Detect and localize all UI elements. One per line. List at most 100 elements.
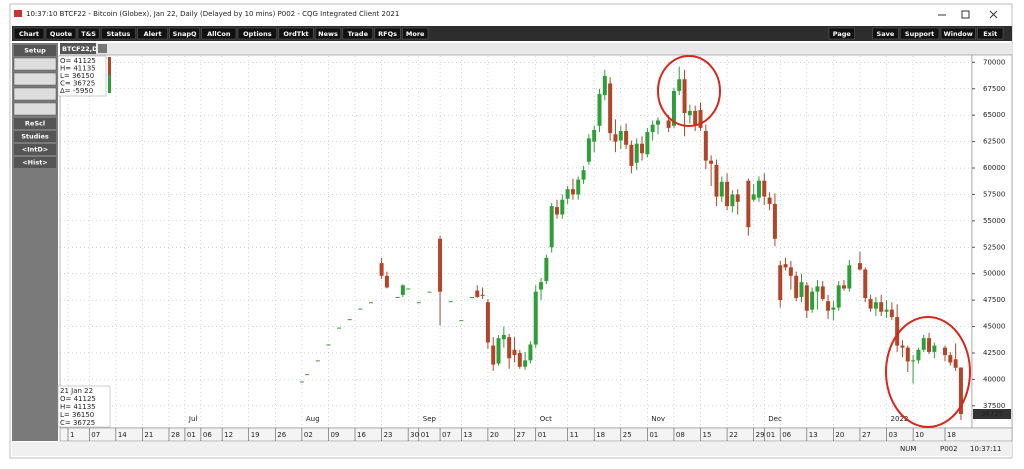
button-face (872, 27, 899, 40)
candle-body (703, 131, 708, 161)
toolbar-button[interactable]: Save (872, 27, 899, 40)
x-tick-label: 13 (809, 431, 818, 439)
side-button[interactable] (14, 118, 56, 129)
toolbar-button[interactable]: News (314, 27, 342, 40)
side-icon-button[interactable] (13, 102, 57, 116)
toolbar-button[interactable]: Support (899, 27, 940, 40)
candle-body (778, 265, 783, 301)
candle-body (512, 349, 517, 356)
app-icon (14, 10, 22, 17)
button-label: Quote (50, 30, 73, 38)
button-label: Chart (19, 30, 39, 38)
toolbar-button[interactable]: Exit (977, 27, 1004, 40)
button-label: News (318, 30, 338, 38)
button-face (137, 27, 168, 40)
x-tick-label: 06 (782, 431, 791, 439)
x-tick-label: 20 (835, 431, 844, 439)
month-label: 2022 (891, 415, 909, 423)
month-label: Nov (651, 415, 665, 423)
x-tick-label: 01 (187, 431, 196, 439)
toolbar-button[interactable]: T&S (77, 27, 100, 40)
y-tick-label: 70000 (983, 58, 1005, 66)
toolbar-button[interactable]: Window (940, 27, 976, 40)
candle-body (905, 347, 910, 362)
month-label: Dec (768, 415, 782, 423)
toolbar-button[interactable]: OrdTkt (278, 27, 314, 40)
toolbar-button[interactable]: Alert (137, 27, 168, 40)
toolbar-button[interactable]: Page (828, 27, 855, 40)
status-bar (12, 442, 1012, 456)
x-tick-label: 09 (330, 431, 339, 439)
side-button[interactable] (14, 131, 56, 142)
toolbar-button[interactable]: Trade (342, 27, 374, 40)
candle-body (948, 355, 953, 363)
side-button[interactable] (14, 144, 56, 155)
toolbar-button[interactable]: Chart (13, 27, 45, 40)
x-tick-label: 16 (357, 431, 366, 439)
candle-body (804, 285, 809, 311)
candle-body (709, 160, 714, 164)
y-tick-label: 45000 (983, 323, 1005, 331)
toolbar-button[interactable]: AllCon (201, 27, 237, 40)
x-tick-label: 12 (224, 431, 233, 439)
candle-body (799, 282, 804, 297)
side-icon-button[interactable] (13, 72, 57, 86)
candle-body (395, 296, 400, 298)
toolbar-button[interactable]: SnapQ (169, 27, 200, 40)
candle-body (772, 203, 777, 239)
button-label: T&S (81, 30, 96, 38)
candle-body (714, 164, 719, 197)
tab-strip (60, 43, 1012, 55)
toolbar-button[interactable]: Options (237, 27, 278, 40)
side-icon-button[interactable] (13, 87, 57, 101)
candle-body (650, 124, 655, 133)
x-tick-label: 06 (203, 431, 212, 439)
side-icon-button[interactable] (13, 57, 57, 71)
candle-body (943, 347, 947, 356)
side-button[interactable] (14, 157, 56, 168)
y-tick-label: 60000 (983, 164, 1005, 172)
y-tick-label: 40000 (983, 375, 1005, 383)
candle-body (746, 180, 751, 228)
candle-body (459, 320, 464, 322)
y-tick-label: 55000 (983, 217, 1005, 225)
candle-body (299, 381, 304, 383)
candle-body (480, 294, 485, 296)
button-label: OrdTkt (283, 30, 308, 38)
candle-body (560, 199, 565, 215)
maximize[interactable] (961, 10, 970, 19)
toolbar-button[interactable]: Quote (45, 27, 77, 40)
x-tick-label: 11 (570, 431, 579, 439)
candle-body (640, 143, 645, 154)
x-tick-label: 29 (756, 431, 765, 439)
candle-body (889, 309, 894, 318)
toolbar-button[interactable]: RFQs (374, 27, 401, 40)
toolbar-button[interactable]: More (402, 27, 429, 40)
last-price-label: 36725 (981, 410, 1003, 418)
candle-body (927, 338, 932, 352)
button-label: Window (944, 30, 973, 38)
side-button-label: Studies (21, 133, 49, 141)
candle-body (491, 345, 496, 365)
y-tick-label: 62500 (983, 138, 1005, 146)
window-controls[interactable] (938, 10, 998, 19)
chart-tab[interactable] (60, 43, 96, 54)
side-button[interactable] (14, 45, 56, 56)
candle-body (895, 317, 900, 346)
candle-body (725, 181, 730, 207)
candle-body (618, 131, 623, 141)
candle-body (911, 360, 916, 362)
new-tab[interactable] (98, 44, 107, 53)
candle-body (677, 79, 682, 91)
x-tick-label: 07 (442, 431, 451, 439)
candle-body (873, 302, 878, 309)
candle-body (842, 285, 847, 289)
close[interactable] (989, 10, 998, 19)
button-face (45, 27, 77, 40)
quote-line: C= 36725 (60, 80, 95, 88)
toolbar-button[interactable]: Status (100, 27, 136, 40)
candle-body (900, 345, 905, 348)
x-tick-label: 15 (703, 431, 712, 439)
quote-line: O= 41125 (60, 57, 96, 65)
